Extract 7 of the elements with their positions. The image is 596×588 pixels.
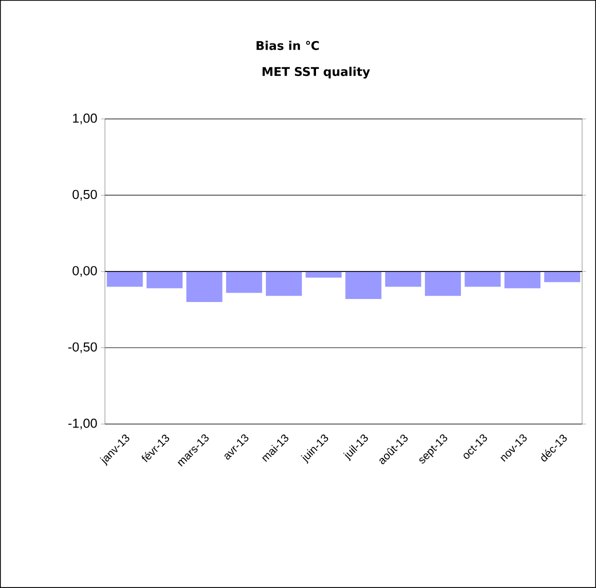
y-tick-label: 0,50 xyxy=(72,190,97,201)
y-tick-label: -1,00 xyxy=(68,418,97,430)
y-tick-label: 1,00 xyxy=(73,114,97,124)
y-tick-label: 0,00 xyxy=(72,266,97,277)
chart-subtitle: MET SST quality xyxy=(262,66,370,78)
chart-title: Bias in ℃ xyxy=(256,40,319,50)
y-tick-label: -0,50 xyxy=(68,342,97,354)
